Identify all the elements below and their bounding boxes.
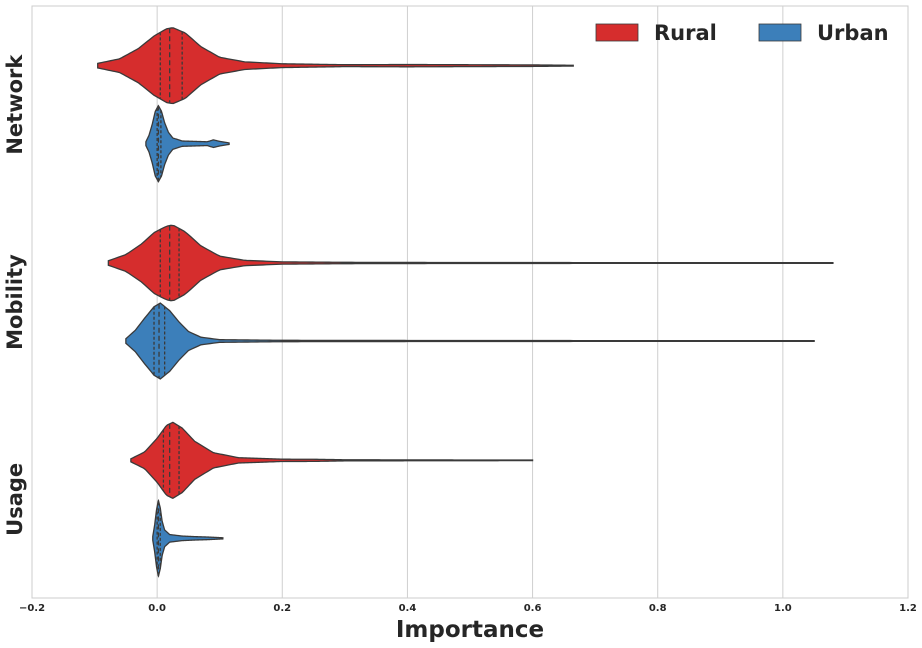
grid-lines <box>156 6 784 598</box>
violins <box>97 27 834 578</box>
legend-swatch-rural <box>595 23 639 42</box>
violin-urban-network <box>145 104 230 183</box>
violin-rural-usage <box>130 421 534 500</box>
violin-urban-mobility <box>125 302 815 380</box>
legend-label-rural: Rural <box>654 21 717 45</box>
legend-swatch-urban <box>758 23 802 42</box>
x-tick-label: 0.8 <box>649 603 667 614</box>
y-category-label: Network <box>3 54 27 155</box>
x-tick-label: 1.2 <box>899 603 917 614</box>
y-category-label: Mobility <box>3 254 27 350</box>
x-axis-ticks: −0.2 0.0 0.2 0.4 0.6 0.8 1.0 1.2 <box>19 603 917 614</box>
plot-area <box>31 5 909 599</box>
violin-rural-network <box>97 27 574 105</box>
x-tick-label: 0.2 <box>273 603 291 614</box>
x-tick-label: 0.6 <box>524 603 542 614</box>
violin-rural-mobility <box>107 224 834 302</box>
x-tick-label: 0.4 <box>399 603 417 614</box>
legend-label-urban: Urban <box>817 21 889 45</box>
violin-urban-usage <box>152 498 224 578</box>
x-axis-title: Importance <box>396 617 544 643</box>
legend: Rural Urban <box>595 21 889 45</box>
x-tick-label: 1.0 <box>774 603 792 614</box>
y-axis-category-labels: Network Mobility Usage <box>3 54 27 536</box>
x-tick-label: 0.0 <box>148 603 166 614</box>
x-tick-label: −0.2 <box>19 603 45 614</box>
y-category-label: Usage <box>3 463 27 536</box>
